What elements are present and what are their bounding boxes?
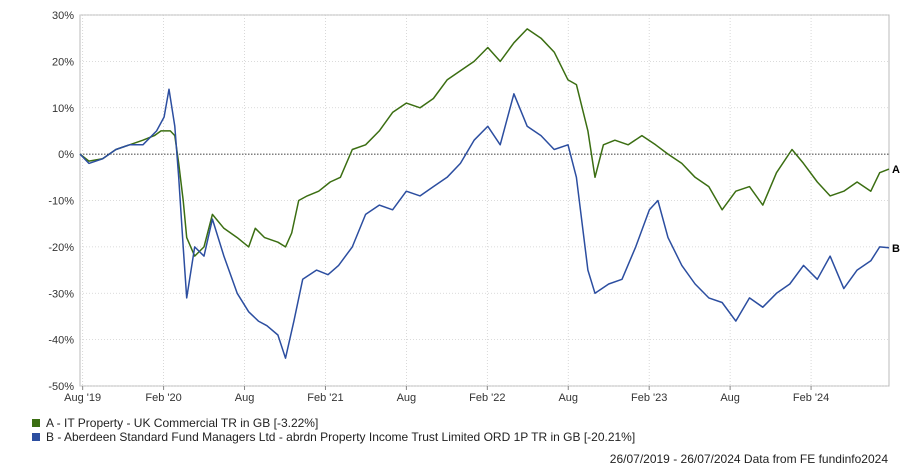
x-tick-label: Feb '23 (631, 392, 667, 404)
series-line-b (79, 88, 890, 359)
series-end-label-b: B (892, 243, 900, 255)
axis-ticks: 30% 20% 10% 0% -10% -20% -30% -40% -50%Aug '19 Fe… (48, 10, 829, 404)
y-tick-label: 10% (52, 103, 74, 115)
y-tick-label: 20% (52, 56, 74, 68)
y-tick-label: -40% (48, 335, 74, 347)
x-tick-label: Aug (397, 392, 417, 404)
series-end-labels: AB (892, 164, 900, 255)
y-tick-label: -50% (48, 381, 74, 393)
line-chart: 30% 20% 10% 0% -10% -20% -30% -40% -50%Aug '19 Fe… (48, 10, 900, 404)
x-tick-label: Aug (558, 392, 578, 404)
legend-item-b: B - Aberdeen Standard Fund Managers Ltd … (32, 430, 635, 444)
y-tick-label: -10% (48, 196, 74, 208)
x-tick-label: Aug (720, 392, 740, 404)
chart-legend: A - IT Property - UK Commercial TR in GB… (32, 416, 635, 444)
legend-item-a: A - IT Property - UK Commercial TR in GB… (32, 416, 635, 430)
legend-swatch-a (32, 419, 40, 427)
x-tick-label: Aug (235, 392, 255, 404)
series-line-a (79, 28, 890, 257)
x-tick-label: Aug '19 (64, 392, 101, 404)
y-tick-label: -30% (48, 288, 74, 300)
x-tick-label: Feb '20 (145, 392, 181, 404)
x-tick-label: Feb '24 (793, 392, 829, 404)
y-tick-label: 30% (52, 10, 74, 22)
legend-label-a: A - IT Property - UK Commercial TR in GB… (46, 416, 319, 430)
x-tick-label: Feb '22 (469, 392, 505, 404)
y-tick-label: -20% (48, 242, 74, 254)
legend-label-b: B - Aberdeen Standard Fund Managers Ltd … (46, 430, 636, 444)
series-end-label-a: A (892, 164, 900, 176)
y-tick-label: 0% (58, 149, 74, 161)
date-range-source: 26/07/2019 - 26/07/2024 Data from FE fun… (609, 452, 888, 466)
legend-swatch-b (32, 433, 40, 441)
grid (79, 14, 890, 390)
x-tick-label: Feb '21 (307, 392, 343, 404)
series-lines (79, 28, 890, 359)
